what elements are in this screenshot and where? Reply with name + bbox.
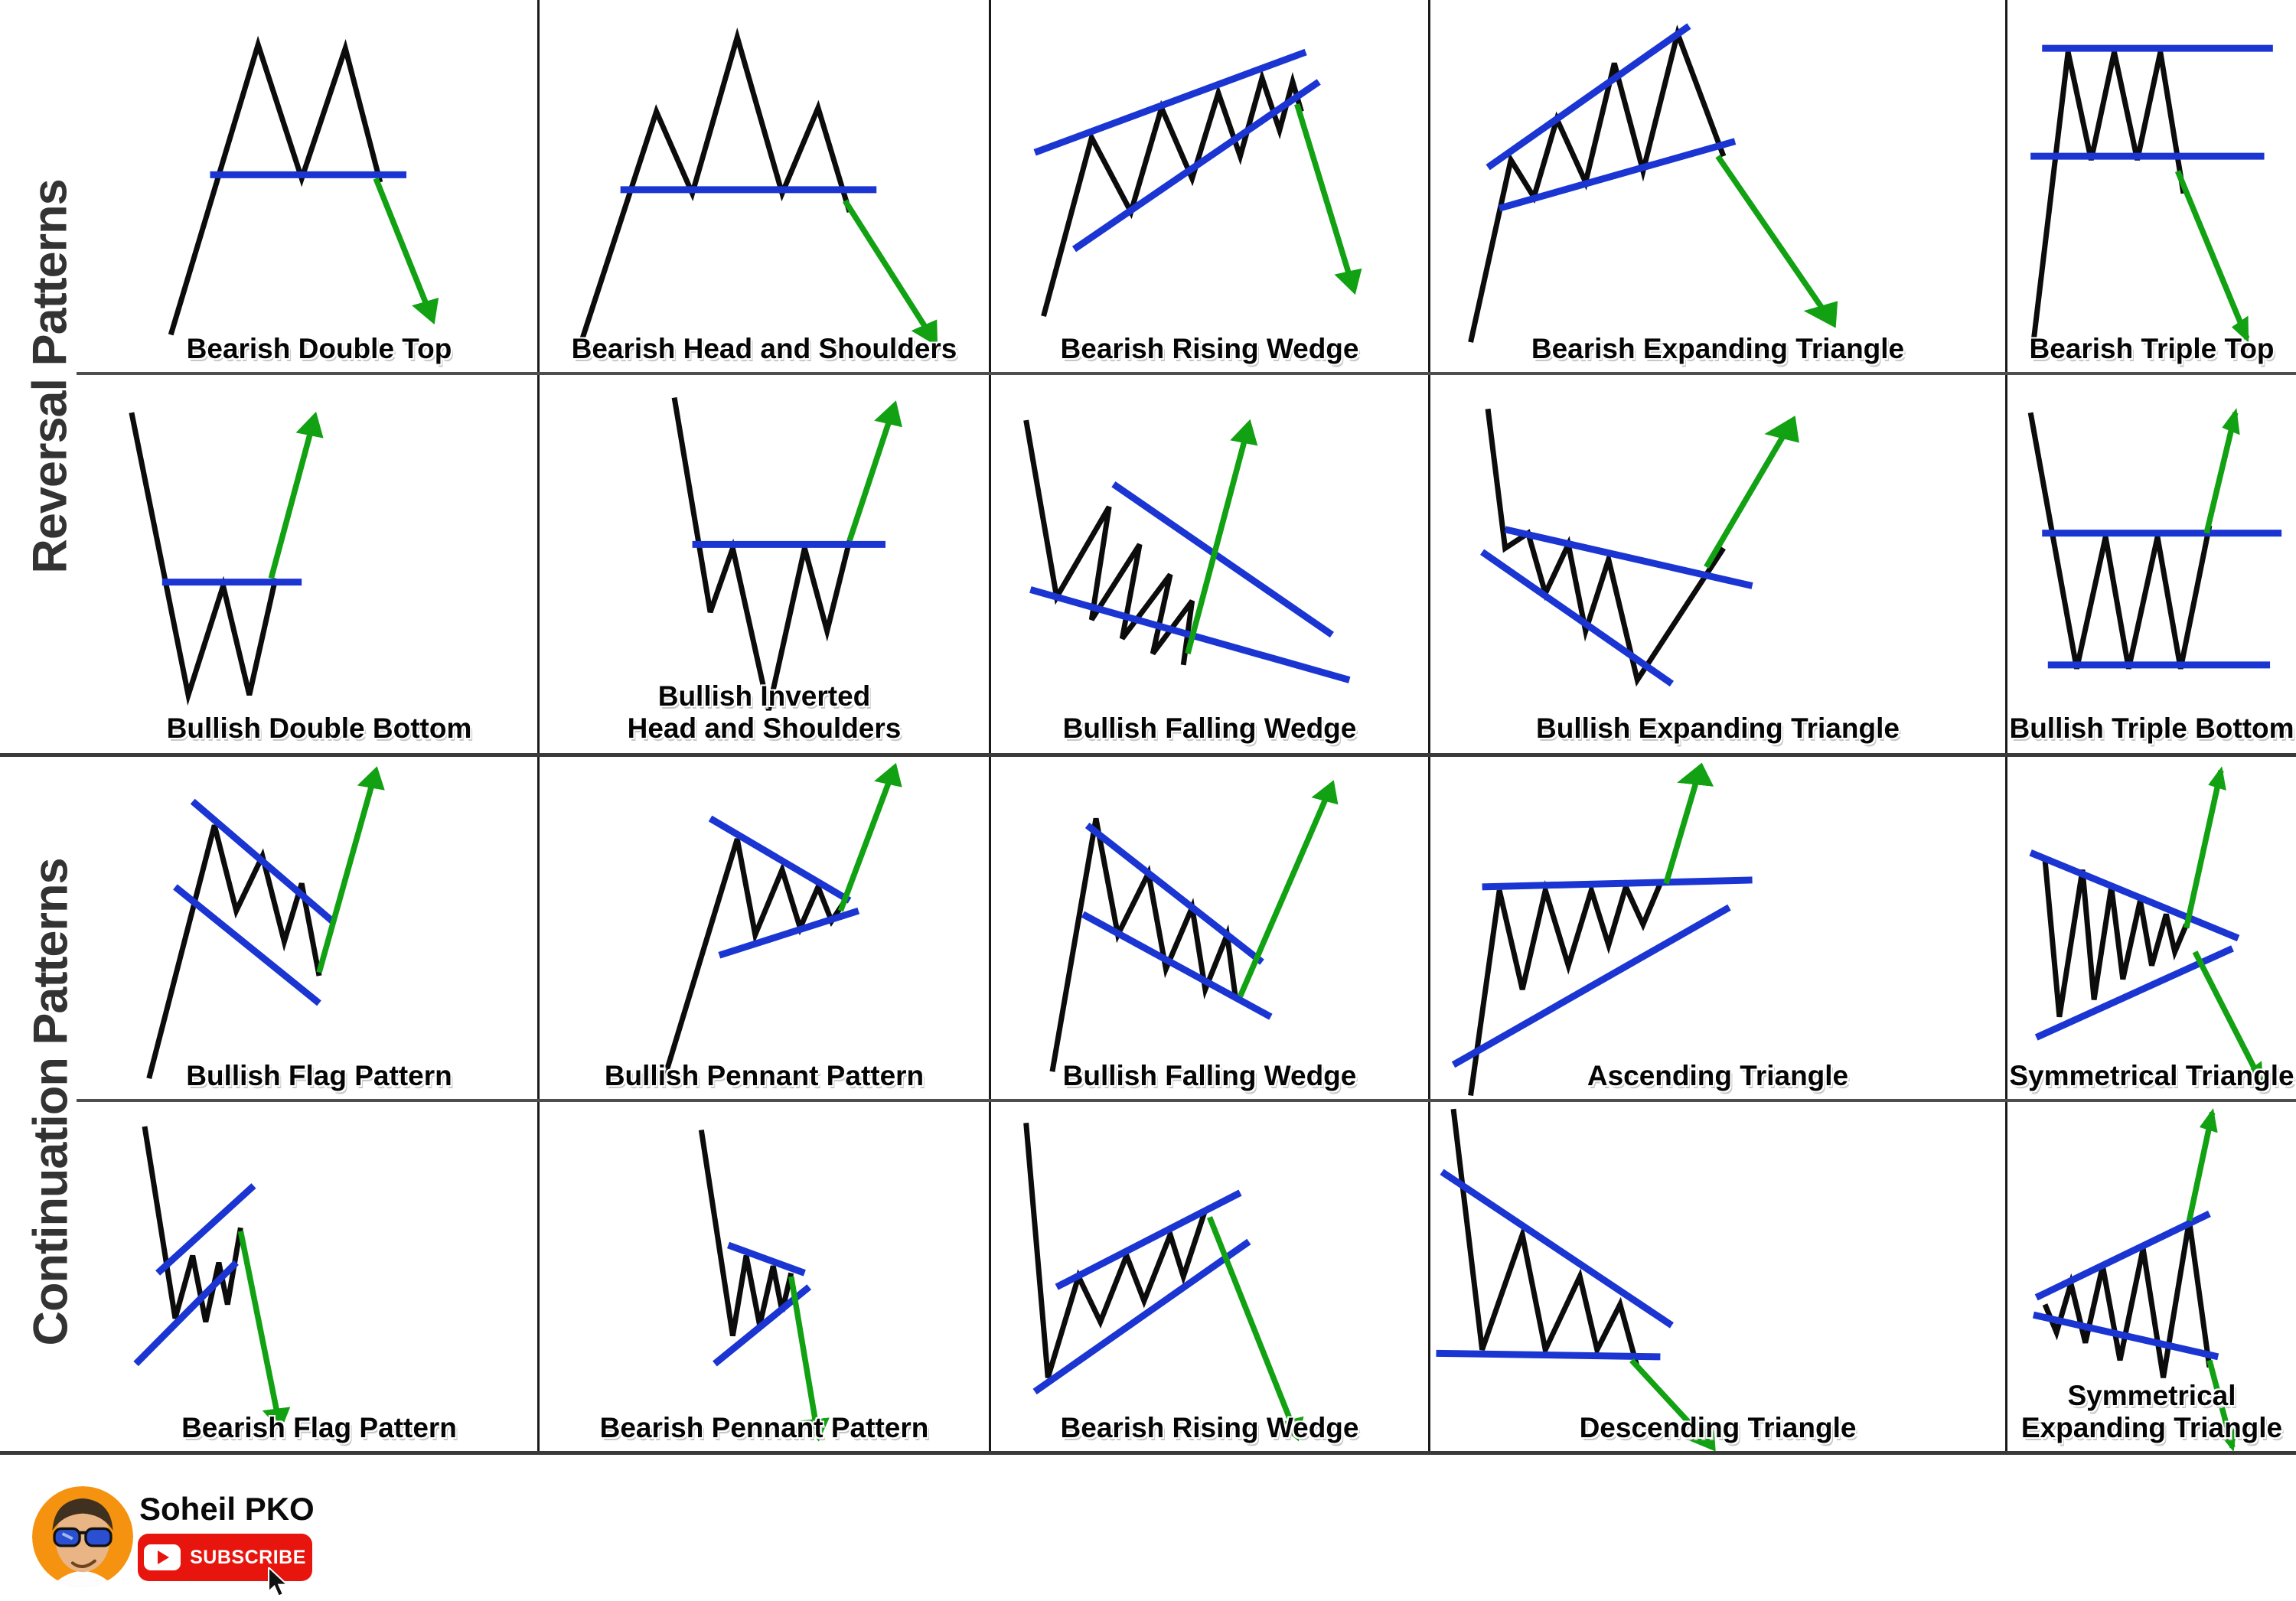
pattern-label-bullish-inverted-head-and-shoulders: Bullish Inverted Head and Shoulders <box>627 680 902 744</box>
pattern-drawing-symmetrical-triangle <box>2007 766 2296 1099</box>
grid-bottom-border <box>0 1451 2296 1455</box>
pattern-drawing-bullish-flag-pattern <box>101 766 537 1099</box>
pattern-drawing-bearish-rising-wedge-continuation <box>991 1102 1428 1442</box>
pattern-label-bearish-pennant-pattern: Bearish Pennant Pattern <box>599 1411 929 1443</box>
pattern-drawing-bullish-double-bottom <box>101 375 537 752</box>
pattern-drawing-bullish-falling-wedge-reversal <box>991 375 1428 752</box>
pattern-label-bearish-flag-pattern: Bearish Flag Pattern <box>181 1411 457 1443</box>
pattern-cell-bearish-flag-pattern: Bearish Flag Pattern <box>101 1102 537 1451</box>
pattern-drawing-bullish-falling-wedge-continuation <box>991 780 1428 1099</box>
pattern-label-bearish-double-top: Bearish Double Top <box>186 332 452 364</box>
channel-avatar <box>32 1486 133 1587</box>
pattern-label-bullish-triple-bottom: Bullish Triple Bottom <box>2009 712 2294 744</box>
pattern-label-symmetrical-expanding-triangle: Symmetrical Expanding Triangle <box>2020 1380 2283 1443</box>
pattern-cell-descending-triangle: Descending Triangle <box>1430 1102 2005 1451</box>
pattern-cell-bearish-rising-wedge-reversal: Bearish Rising Wedge <box>991 0 1428 372</box>
grid-column-divider-2 <box>989 0 991 1453</box>
pattern-drawing-bullish-triple-bottom <box>2007 408 2296 752</box>
section-divider <box>0 753 2296 757</box>
section-title-continuation-label: Continuation Patterns <box>24 858 77 1346</box>
pattern-drawing-ascending-triangle <box>1430 762 2005 1099</box>
pattern-label-bearish-rising-wedge-reversal: Bearish Rising Wedge <box>1060 332 1359 364</box>
pattern-drawing-bearish-triple-top <box>2007 0 2296 372</box>
mouse-cursor-icon <box>268 1567 289 1597</box>
pattern-label-bullish-pennant-pattern: Bullish Pennant Pattern <box>604 1059 925 1091</box>
channel-name: Soheil PKO <box>139 1491 315 1527</box>
grid-column-divider-1 <box>537 0 540 1453</box>
avatar-face-icon <box>32 1486 133 1587</box>
pattern-label-bearish-head-and-shoulders: Bearish Head and Shoulders <box>571 332 957 364</box>
pattern-cell-bearish-pennant-pattern: Bearish Pennant Pattern <box>540 1102 989 1451</box>
pattern-cell-bearish-double-top: Bearish Double Top <box>101 0 537 372</box>
pattern-drawing-symmetrical-expanding-triangle <box>2007 1107 2296 1453</box>
pattern-cell-bullish-falling-wedge-continuation: Bullish Falling Wedge <box>991 757 1428 1099</box>
grid-column-divider-3 <box>1428 0 1430 1453</box>
pattern-label-bullish-expanding-triangle: Bullish Expanding Triangle <box>1536 712 1900 744</box>
subscribe-button-label: SUBSCRIBE <box>190 1546 306 1568</box>
pattern-cell-bullish-expanding-triangle: Bullish Expanding Triangle <box>1430 375 2005 752</box>
section-title-reversal-label: Reversal Patterns <box>24 179 77 574</box>
pattern-cell-bearish-head-and-shoulders: Bearish Head and Shoulders <box>540 0 989 372</box>
pattern-label-ascending-triangle: Ascending Triangle <box>1587 1059 1849 1091</box>
pattern-drawing-bearish-head-and-shoulders <box>540 0 989 372</box>
pattern-cell-bullish-inverted-head-and-shoulders: Bullish Inverted Head and Shoulders <box>540 375 989 752</box>
section-title-reversal: Reversal Patterns <box>0 0 101 753</box>
pattern-label-bullish-falling-wedge-continuation: Bullish Falling Wedge <box>1062 1059 1357 1091</box>
pattern-drawing-descending-triangle <box>1430 1102 2005 1451</box>
pattern-drawing-bearish-flag-pattern <box>101 1102 537 1431</box>
pattern-label-symmetrical-triangle: Symmetrical Triangle <box>2009 1059 2294 1091</box>
pattern-drawing-bearish-pennant-pattern <box>540 1102 989 1442</box>
pattern-cell-bullish-double-bottom: Bullish Double Bottom <box>101 375 537 752</box>
pattern-label-bullish-double-bottom: Bullish Double Bottom <box>166 712 472 744</box>
pattern-label-bullish-falling-wedge-reversal: Bullish Falling Wedge <box>1062 712 1357 744</box>
pattern-cell-bullish-pennant-pattern: Bullish Pennant Pattern <box>540 757 989 1099</box>
pattern-drawing-bullish-pennant-pattern <box>540 762 989 1099</box>
subscribe-button[interactable]: SUBSCRIBE <box>138 1534 312 1581</box>
pattern-label-bearish-triple-top: Bearish Triple Top <box>2029 332 2275 364</box>
pattern-drawing-bearish-expanding-triangle <box>1430 0 2005 372</box>
pattern-drawing-bullish-expanding-triangle <box>1430 375 2005 752</box>
pattern-label-bearish-expanding-triangle: Bearish Expanding Triangle <box>1531 332 1905 364</box>
pattern-drawing-bearish-rising-wedge-reversal <box>991 0 1428 372</box>
pattern-drawing-bearish-double-top <box>101 0 537 372</box>
pattern-cell-bullish-flag-pattern: Bullish Flag Pattern <box>101 757 537 1099</box>
pattern-cell-ascending-triangle: Ascending Triangle <box>1430 757 2005 1099</box>
grid-row-divider-1 <box>77 372 2296 375</box>
pattern-label-bullish-flag-pattern: Bullish Flag Pattern <box>186 1059 452 1091</box>
grid-column-divider-4 <box>2005 0 2007 1453</box>
pattern-cell-symmetrical-expanding-triangle: Symmetrical Expanding Triangle <box>2007 1102 2296 1453</box>
section-title-continuation: Continuation Patterns <box>0 753 101 1451</box>
grid-row-divider-3 <box>77 1099 2296 1102</box>
pattern-drawing-bullish-inverted-head-and-shoulders <box>540 375 989 752</box>
pattern-cell-bearish-expanding-triangle: Bearish Expanding Triangle <box>1430 0 2005 372</box>
pattern-label-bearish-rising-wedge-continuation: Bearish Rising Wedge <box>1060 1411 1359 1443</box>
youtube-play-icon <box>144 1544 181 1570</box>
pattern-cell-bullish-falling-wedge-reversal: Bullish Falling Wedge <box>991 375 1428 752</box>
pattern-label-descending-triangle: Descending Triangle <box>1579 1411 1857 1443</box>
pattern-cell-bullish-triple-bottom: Bullish Triple Bottom <box>2007 375 2296 752</box>
pattern-cell-bearish-rising-wedge-continuation: Bearish Rising Wedge <box>991 1102 1428 1451</box>
pattern-cell-bearish-triple-top: Bearish Triple Top <box>2007 0 2296 372</box>
pattern-cell-symmetrical-triangle: Symmetrical Triangle <box>2007 757 2296 1099</box>
